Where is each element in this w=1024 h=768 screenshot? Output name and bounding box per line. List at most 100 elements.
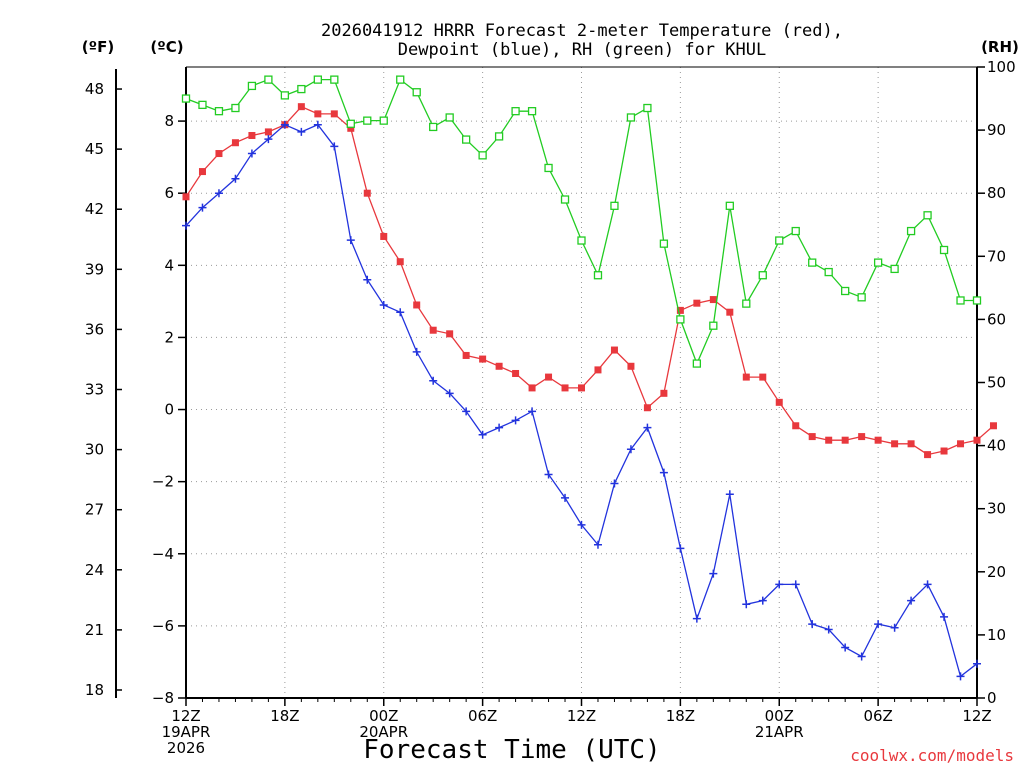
rh-point <box>214 107 224 116</box>
rh-point <box>857 293 866 302</box>
rh-tick-label: 90 <box>987 121 1006 139</box>
rh-point <box>181 94 191 103</box>
temperature-point <box>347 124 355 132</box>
temperature-point <box>264 128 272 136</box>
dewpoint-point <box>264 135 273 144</box>
dewpoint-point <box>940 612 949 621</box>
fahrenheit-tick-label: 42 <box>85 200 104 218</box>
fahrenheit-tick-label: 18 <box>85 681 104 699</box>
temperature-point <box>561 384 569 392</box>
temperature-point <box>215 150 223 158</box>
rh-point <box>412 88 421 97</box>
dewpoint-point <box>659 468 668 477</box>
temperature-point <box>924 451 932 459</box>
rh-point <box>692 359 702 368</box>
temperature-point <box>808 433 816 441</box>
fahrenheit-tick-label: 21 <box>85 621 104 639</box>
dewpoint-point <box>182 221 190 230</box>
time-tick-label: 18Z <box>270 707 299 725</box>
dewpoint-point <box>824 625 833 634</box>
rh-point <box>676 315 685 324</box>
temperature-point <box>479 355 487 363</box>
temperature-point <box>726 308 734 316</box>
dewpoint-point <box>379 300 388 309</box>
time-tick-label: 12Z <box>962 707 991 725</box>
rh-point <box>231 103 240 113</box>
rh-point <box>972 296 982 305</box>
dewpoint-point <box>593 540 602 549</box>
rh-point <box>313 75 322 84</box>
tick-label-layer: 1821242730333639424548−8−6−4−20246801020… <box>85 58 1016 757</box>
rh-point <box>445 113 454 122</box>
time-tick-label: 00Z <box>765 707 794 725</box>
temperature-point <box>248 132 256 140</box>
dewpoint-point <box>775 580 784 589</box>
credit-text: coolwx.com/models <box>850 746 1014 765</box>
rh-tick-label: 30 <box>987 500 1006 518</box>
rh-point <box>939 245 949 255</box>
grid-layer <box>186 67 977 698</box>
temperature-point <box>363 189 371 197</box>
temperature-point <box>528 384 536 392</box>
temperature-point <box>462 351 470 359</box>
celsius-tick-label: −8 <box>152 689 174 707</box>
dewpoint-point <box>890 623 899 632</box>
chart-title-line-2: Dewpoint (blue), RH (green) for KHUL <box>398 40 766 60</box>
rh-point <box>297 84 306 94</box>
dewpoint-point <box>692 614 701 623</box>
rh-point <box>429 122 438 132</box>
dewpoint-point <box>412 347 421 356</box>
temperature-point <box>610 346 618 354</box>
temperature-point <box>759 373 767 381</box>
temperature-point <box>198 168 206 176</box>
date-tick-label: 19APR <box>162 723 211 741</box>
dewpoint-point <box>198 203 207 212</box>
celsius-unit-label: (ºC) <box>150 38 183 56</box>
rh-point <box>725 201 734 210</box>
fahrenheit-tick-label: 33 <box>85 381 104 399</box>
rh-point <box>758 271 767 280</box>
temperature-point <box>495 362 503 370</box>
rh-point <box>709 321 718 330</box>
rh-point <box>363 116 372 125</box>
dewpoint-point <box>297 127 306 136</box>
dewpoint-point <box>709 569 718 578</box>
rh-tick-label: 10 <box>987 626 1006 644</box>
rh-point <box>610 201 619 210</box>
time-tick-label: 12Z <box>567 707 596 725</box>
time-tick-label: 18Z <box>666 707 695 725</box>
celsius-tick-label: −4 <box>152 545 174 563</box>
dewpoint-point <box>330 142 339 151</box>
temperature-point <box>413 301 421 309</box>
temperature-point <box>594 366 602 374</box>
temperature-point <box>841 436 849 444</box>
rh-tick-label: 50 <box>987 374 1006 392</box>
dewpoint-point <box>280 120 289 129</box>
temperature-point <box>330 110 338 118</box>
fahrenheit-tick-label: 30 <box>85 441 104 459</box>
rh-point <box>659 239 669 248</box>
dewpoint-point <box>561 493 570 502</box>
temperature-point <box>627 362 635 370</box>
dewpoint-point <box>462 407 471 416</box>
fahrenheit-tick-label: 24 <box>85 561 104 579</box>
temperature-point <box>660 389 668 397</box>
rh-point <box>906 226 916 236</box>
rh-point <box>626 113 636 122</box>
rh-point <box>527 107 537 116</box>
x-axis-title: Forecast Time (UTC) <box>363 735 660 765</box>
celsius-tick-label: 6 <box>164 184 174 202</box>
fahrenheit-unit-label: (ºF) <box>82 38 114 56</box>
rh-tick-label: 60 <box>987 310 1006 328</box>
rh-unit-label: (RH) <box>981 38 1019 56</box>
time-tick-label: 00Z <box>369 707 398 725</box>
fahrenheit-tick-label: 45 <box>85 140 104 158</box>
rh-point <box>198 100 207 110</box>
dewpoint-point <box>857 652 866 661</box>
dewpoint-point <box>610 479 619 488</box>
dewpoint-point <box>429 376 438 385</box>
dewpoint-point <box>758 596 767 605</box>
temperature-point <box>693 299 701 307</box>
rh-point <box>643 103 652 113</box>
temperature-point <box>231 139 239 147</box>
